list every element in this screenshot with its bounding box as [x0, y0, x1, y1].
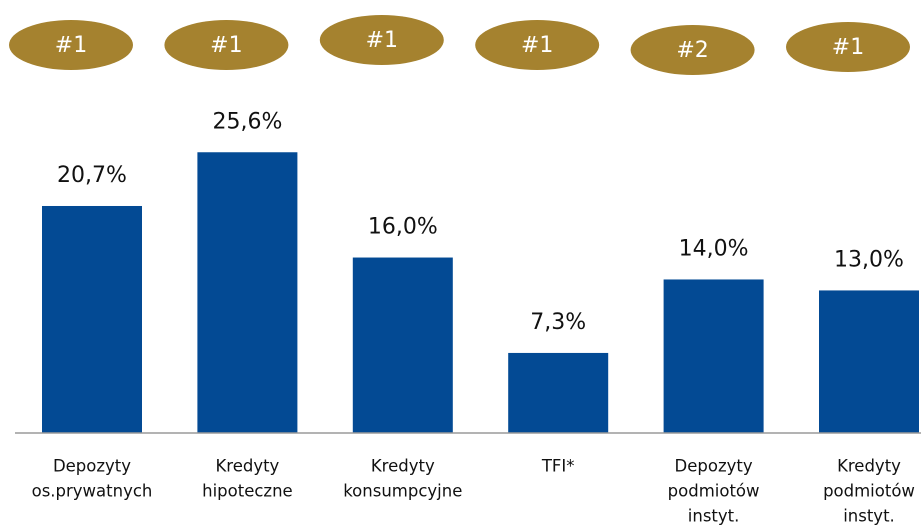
rank-label: #1 — [55, 33, 87, 58]
rank-badge — [786, 22, 910, 72]
x-tick-label: Kredyty — [837, 457, 901, 476]
rank-badge — [319, 15, 444, 65]
rank-label: #1 — [521, 33, 553, 58]
x-tick-label: os.prywatnych — [32, 482, 153, 501]
bar — [663, 279, 764, 433]
value-label: 16,0% — [368, 215, 438, 240]
value-label: 14,0% — [679, 236, 749, 261]
x-tick-label: instyt. — [843, 507, 895, 526]
x-tick-label: podmiotów — [823, 482, 915, 501]
x-tick-label: Depozyty — [53, 457, 131, 476]
rank-badge — [9, 20, 133, 70]
bar — [352, 257, 453, 433]
x-tick-label: instyt. — [688, 507, 740, 526]
value-label: 25,6% — [212, 109, 282, 134]
rank-badge — [630, 25, 755, 75]
rank-label: #1 — [366, 28, 398, 53]
x-tick-label: hipoteczne — [202, 482, 293, 501]
bar — [508, 352, 609, 433]
bar — [819, 290, 919, 433]
rank-badge — [475, 20, 600, 70]
rank-label: #1 — [832, 35, 864, 60]
value-label: 13,0% — [834, 247, 904, 272]
x-tick-label: konsumpcyjne — [343, 482, 462, 501]
bar — [197, 152, 298, 433]
rank-label: #2 — [676, 38, 708, 63]
value-label: 7,3% — [530, 310, 586, 335]
rank-badge — [164, 20, 289, 70]
x-tick-label: Kredyty — [215, 457, 279, 476]
bar — [42, 205, 142, 433]
x-tick-label: TFI* — [541, 457, 575, 476]
x-tick-label: Kredyty — [371, 457, 435, 476]
value-label: 20,7% — [57, 163, 127, 188]
x-tick-label: Depozyty — [675, 457, 753, 476]
x-tick-label: podmiotów — [668, 482, 760, 501]
rank-label: #1 — [210, 33, 242, 58]
